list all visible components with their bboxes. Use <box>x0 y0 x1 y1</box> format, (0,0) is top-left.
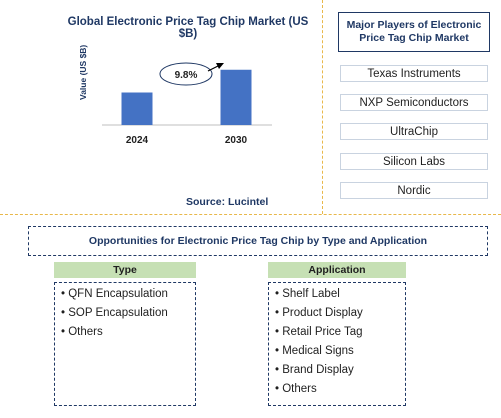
bar-2030 <box>220 69 252 125</box>
players-title: Major Players of Electronic Price Tag Ch… <box>338 12 490 52</box>
growth-arrow-head <box>216 63 224 69</box>
cagr-ellipse <box>159 62 213 86</box>
application-item: • Retail Price Tag <box>275 326 363 338</box>
x-tick-label: 2030 <box>225 135 248 146</box>
player-item: UltraChip <box>340 123 488 140</box>
type-item: • Others <box>61 326 103 338</box>
application-item: • Medical Signs <box>275 345 354 357</box>
bar-chart: 2024 2030 9.8% <box>102 62 272 146</box>
type-item: • QFN Encapsulation <box>61 288 168 300</box>
player-item: Nordic <box>340 182 488 199</box>
vertical-divider <box>322 0 323 214</box>
opportunities-title: Opportunities for Electronic Price Tag C… <box>28 226 488 256</box>
bar-2024 <box>121 92 153 125</box>
horizontal-divider <box>0 214 501 215</box>
application-heading: Application <box>268 262 406 278</box>
application-item: • Others <box>275 383 317 395</box>
chart-title: Global Electronic Price Tag Chip Market … <box>67 16 309 40</box>
source-label: Source: Lucintel <box>186 196 269 208</box>
cagr-label: 9.8% <box>175 70 198 81</box>
application-item: • Brand Display <box>275 364 354 376</box>
type-heading: Type <box>54 262 196 278</box>
application-list: • Shelf Label • Product Display • Retail… <box>268 282 406 406</box>
player-item: Texas Instruments <box>340 65 488 82</box>
player-item: NXP Semiconductors <box>340 94 488 111</box>
player-item: Silicon Labs <box>340 153 488 170</box>
type-item: • SOP Encapsulation <box>61 307 168 319</box>
application-item: • Shelf Label <box>275 288 340 300</box>
x-tick-label: 2024 <box>126 135 149 146</box>
type-list: • QFN Encapsulation • SOP Encapsulation … <box>54 282 196 406</box>
growth-annotation: 9.8% <box>159 62 224 86</box>
application-item: • Product Display <box>275 307 363 319</box>
